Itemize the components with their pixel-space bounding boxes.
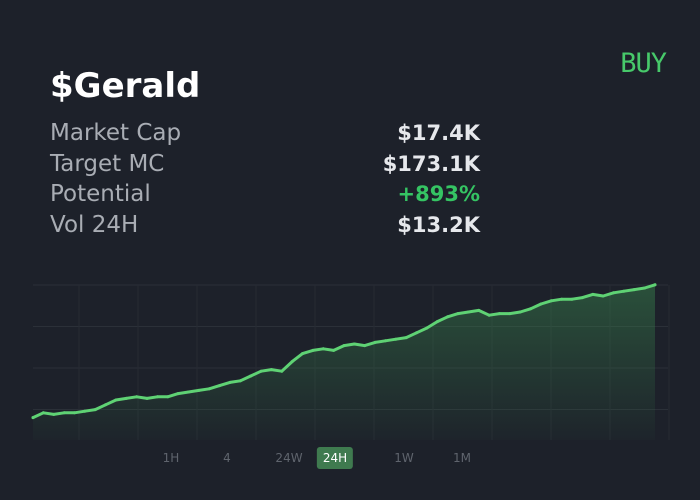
price-point bbox=[601, 294, 605, 298]
price-point bbox=[477, 308, 481, 312]
timeframe-24w[interactable]: 24W bbox=[269, 447, 308, 469]
price-point bbox=[653, 283, 657, 287]
price-point bbox=[435, 320, 439, 324]
price-point bbox=[498, 312, 501, 316]
stat-value: +893% bbox=[397, 182, 480, 206]
buy-button[interactable]: BUY bbox=[620, 48, 667, 79]
price-point bbox=[135, 395, 139, 399]
timeframe-1h[interactable]: 1H bbox=[157, 447, 186, 469]
price-point bbox=[269, 368, 273, 372]
price-point bbox=[363, 344, 367, 348]
stat-label: Target MC bbox=[50, 150, 165, 177]
price-point bbox=[508, 312, 512, 316]
price-point bbox=[622, 289, 626, 293]
price-point bbox=[394, 337, 398, 341]
stat-label: Market Cap bbox=[50, 120, 182, 146]
price-point bbox=[332, 348, 336, 352]
price-point bbox=[166, 395, 170, 399]
stat-value: $13.2K bbox=[397, 212, 480, 237]
price-point bbox=[311, 348, 315, 352]
stats-panel: Market Cap $17.4K Target MC $173.1K Pote… bbox=[50, 120, 480, 242]
stat-label: Potential bbox=[50, 181, 151, 207]
price-point bbox=[446, 315, 450, 319]
price-point bbox=[41, 411, 45, 415]
price-point bbox=[321, 347, 325, 351]
price-point bbox=[456, 312, 460, 316]
price-point bbox=[62, 411, 66, 415]
price-chart bbox=[31, 283, 670, 440]
price-point bbox=[466, 310, 470, 314]
price-point bbox=[560, 297, 564, 301]
price-point bbox=[155, 395, 159, 399]
price-point bbox=[259, 369, 263, 373]
price-point bbox=[114, 398, 118, 402]
price-point bbox=[290, 360, 294, 364]
price-point bbox=[228, 380, 232, 384]
price-point bbox=[612, 291, 616, 295]
price-point bbox=[539, 302, 543, 306]
price-point bbox=[383, 339, 387, 343]
timeframe-1w[interactable]: 1W bbox=[388, 447, 420, 469]
price-point bbox=[249, 374, 253, 378]
price-point bbox=[570, 297, 574, 301]
price-point bbox=[52, 412, 56, 416]
price-point bbox=[93, 408, 97, 412]
stat-label: Vol 24H bbox=[50, 211, 139, 238]
stat-value: $17.4K bbox=[397, 121, 480, 145]
price-point bbox=[632, 288, 636, 292]
price-point bbox=[487, 313, 491, 317]
timeframe-1m[interactable]: 1M bbox=[447, 447, 477, 469]
price-point bbox=[145, 396, 149, 400]
price-point bbox=[104, 403, 108, 407]
stat-market-cap: Market Cap $17.4K bbox=[50, 120, 480, 151]
price-point bbox=[176, 392, 180, 396]
price-point bbox=[352, 342, 356, 346]
price-area bbox=[33, 284, 655, 440]
timeframe-4[interactable]: 4 bbox=[217, 447, 237, 469]
price-point bbox=[549, 299, 553, 303]
timeframe-selector: 1H 4 24W 24H 1W 1M bbox=[0, 447, 700, 471]
stat-vol-24h: Vol 24H $13.2K bbox=[50, 212, 480, 243]
price-point bbox=[83, 409, 87, 413]
price-point bbox=[207, 387, 211, 391]
price-point bbox=[529, 307, 533, 311]
price-point bbox=[580, 296, 584, 300]
price-point bbox=[643, 286, 647, 290]
price-point bbox=[124, 396, 128, 400]
price-point bbox=[187, 390, 190, 394]
price-point bbox=[425, 326, 429, 330]
price-point bbox=[415, 331, 419, 335]
stat-potential: Potential +893% bbox=[50, 181, 480, 212]
price-point bbox=[197, 388, 201, 392]
price-point bbox=[72, 411, 76, 415]
price-point bbox=[238, 379, 242, 383]
price-point bbox=[404, 336, 408, 340]
timeframe-24h[interactable]: 24H bbox=[316, 447, 354, 469]
price-point bbox=[280, 369, 284, 373]
price-points bbox=[31, 283, 657, 420]
price-point bbox=[591, 292, 595, 296]
price-point bbox=[218, 384, 222, 388]
stat-value: $173.1K bbox=[382, 151, 480, 176]
price-point bbox=[301, 352, 305, 356]
stat-target-mc: Target MC $173.1K bbox=[50, 151, 480, 182]
price-point bbox=[518, 310, 522, 314]
token-title: $Gerald bbox=[50, 66, 201, 106]
price-point bbox=[342, 344, 346, 348]
price-point bbox=[31, 416, 35, 420]
price-point bbox=[373, 340, 377, 344]
